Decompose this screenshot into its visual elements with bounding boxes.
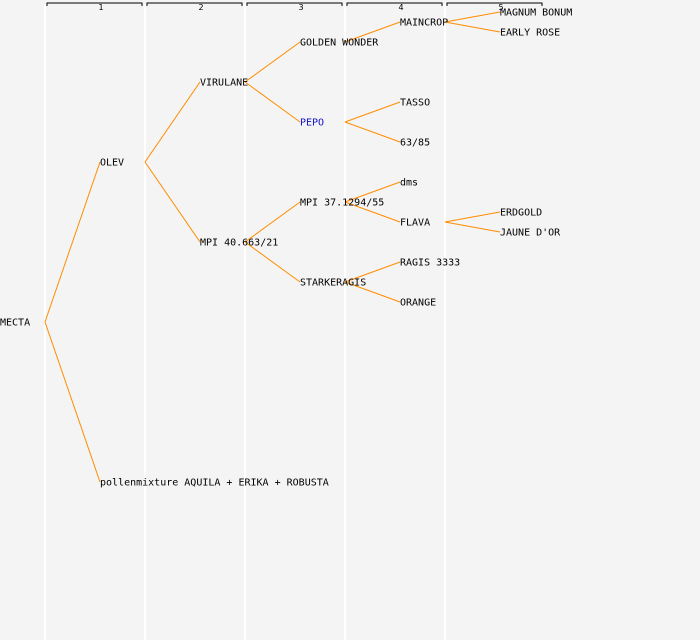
node-starker[interactable]: STARKERAGIS (300, 278, 366, 289)
edge-virulane-to-pepo (244, 81, 301, 123)
edge-flava-to-erdgold (444, 211, 501, 223)
node-erdgold[interactable]: ERDGOLD (500, 208, 542, 219)
node-orange[interactable]: ORANGE (400, 298, 436, 309)
node-n6385[interactable]: 63/85 (400, 138, 430, 149)
edge-mpi40-to-starker (244, 241, 301, 283)
edge-maincrop-to-early (444, 21, 501, 33)
edge-virulane-to-golden (244, 41, 301, 83)
column-separators (44, 4, 446, 640)
node-mpi40[interactable]: MPI 40.663/21 (200, 238, 278, 249)
node-mpi37[interactable]: MPI 37.1294/55 (300, 198, 384, 209)
edge-pepo-to-n6385 (344, 121, 401, 143)
node-olev[interactable]: OLEV (100, 158, 124, 169)
node-early[interactable]: EARLY ROSE (500, 28, 560, 39)
edge-golden-to-maincrop (344, 21, 401, 43)
node-labels: MECTA OLEV pollenmixture AQUILA + ERIKA + … (0, 8, 572, 489)
edge-pepo-to-tasso (344, 101, 401, 123)
node-magnum[interactable]: MAGNUM BONUM (500, 8, 572, 19)
generation-1-label: 1 (98, 3, 103, 12)
node-jaune[interactable]: JAUNE D'OR (500, 228, 561, 239)
edge-mecta-to-olev (44, 161, 101, 323)
edge-starker-to-ragis (344, 261, 401, 283)
node-maincrop[interactable]: MAINCROP (400, 18, 448, 29)
generation-5-bracket (446, 2, 543, 6)
node-pepo[interactable]: PEPO (300, 118, 324, 129)
generation-header: 1 2 3 4 5 (46, 2, 543, 12)
node-tasso[interactable]: TASSO (400, 98, 430, 109)
edge-olev-to-mpi40 (144, 161, 201, 243)
generation-3-bracket (246, 2, 343, 6)
generation-2-label: 2 (198, 3, 203, 12)
node-dms[interactable]: dms (400, 178, 418, 189)
node-golden[interactable]: GOLDEN WONDER (300, 38, 379, 49)
tree-edges (44, 11, 501, 483)
node-pollen[interactable]: pollenmixture AQUILA + ERIKA + ROBUSTA (100, 478, 329, 489)
edge-mpi37-to-dms (344, 181, 401, 203)
edge-maincrop-to-magnum (444, 11, 501, 23)
node-flava[interactable]: FLAVA (400, 218, 430, 229)
node-virulane[interactable]: VIRULANE (200, 78, 248, 89)
edge-mpi40-to-mpi37 (244, 201, 301, 243)
edge-flava-to-jaune (444, 221, 501, 233)
generation-1-bracket (46, 2, 143, 6)
generation-2-bracket (146, 2, 243, 6)
edge-mpi37-to-flava (344, 201, 401, 223)
generation-3-label: 3 (298, 3, 303, 12)
edge-mecta-to-pollen (44, 321, 101, 483)
generation-4-label: 4 (398, 3, 403, 12)
generation-5-label: 5 (498, 3, 503, 12)
generation-4-bracket (346, 2, 443, 6)
edge-olev-to-virulane (144, 81, 201, 163)
edge-starker-to-orange (344, 281, 401, 303)
node-ragis[interactable]: RAGIS 3333 (400, 258, 460, 269)
node-mecta[interactable]: MECTA (0, 318, 30, 329)
